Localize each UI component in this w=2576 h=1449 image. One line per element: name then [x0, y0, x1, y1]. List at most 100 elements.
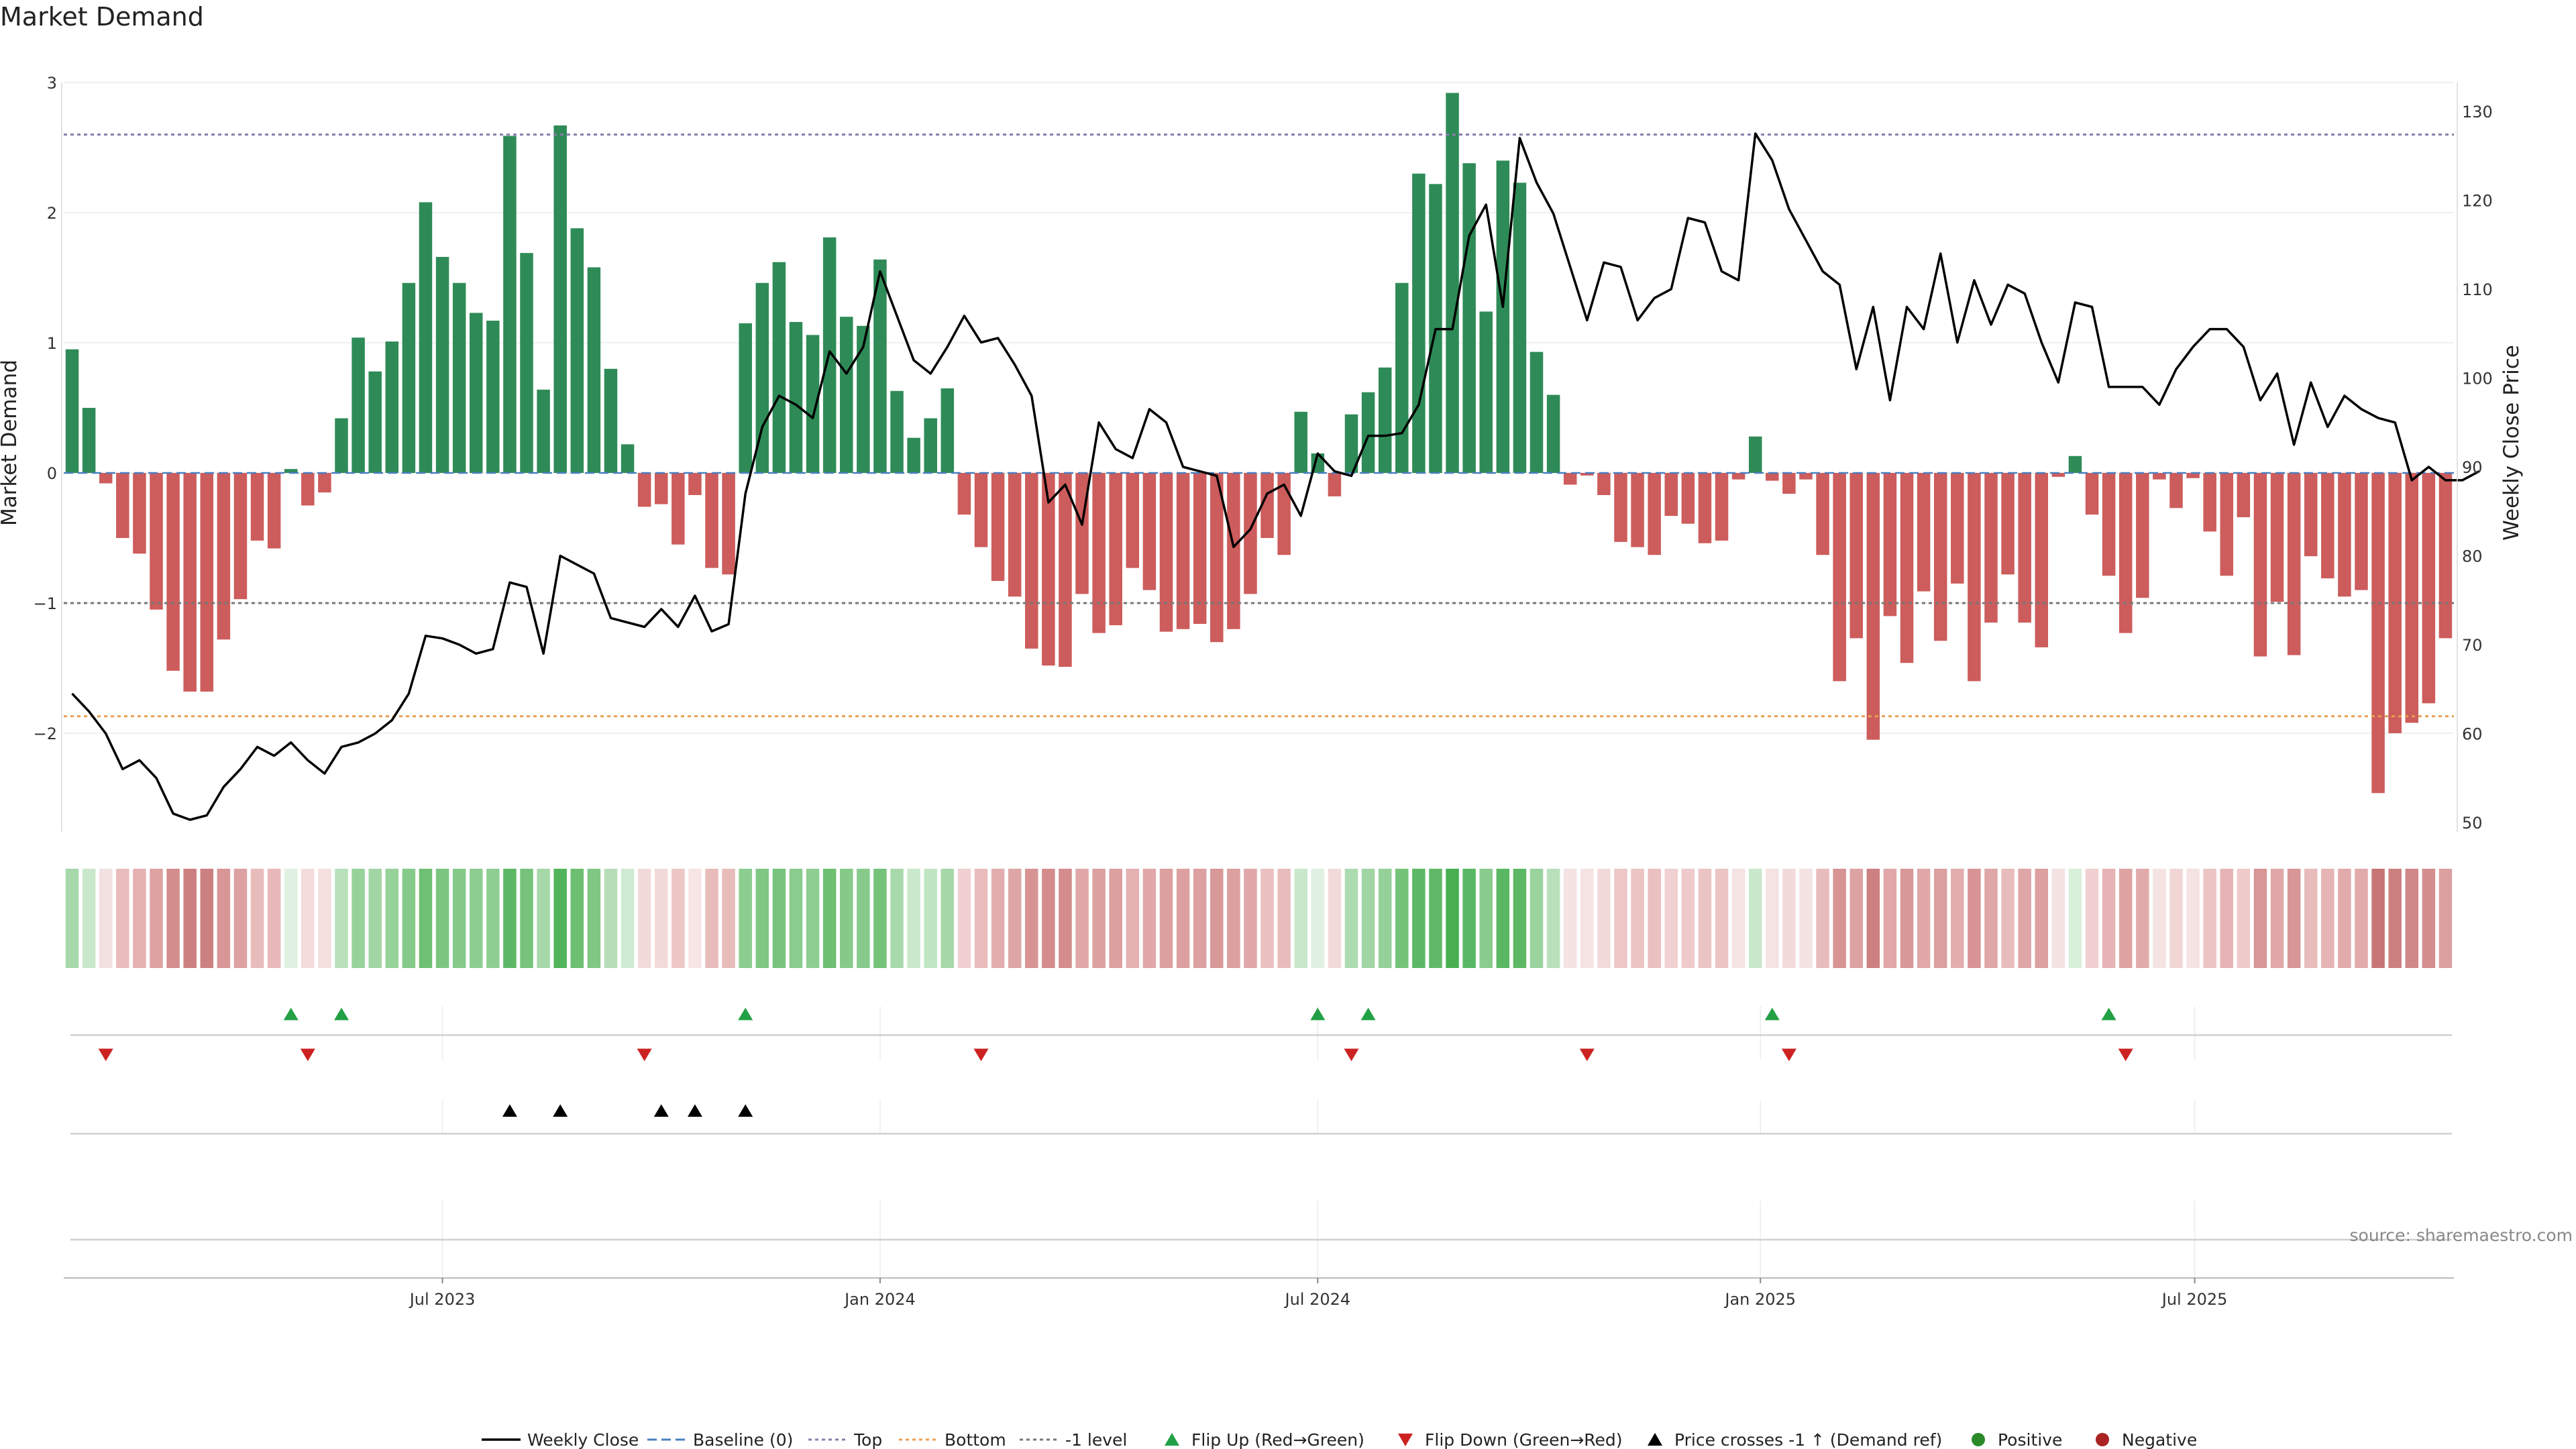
- demand-bar: [1378, 367, 1392, 473]
- demand-bar: [1849, 473, 1863, 639]
- strip-cell: [655, 869, 668, 968]
- strip-cell: [857, 869, 870, 968]
- demand-bar: [2405, 473, 2419, 723]
- demand-bar: [739, 323, 752, 473]
- demand-bar: [2355, 473, 2368, 590]
- demand-bar: [1361, 392, 1375, 473]
- demand-bar: [469, 313, 483, 473]
- strip-cell: [1849, 869, 1863, 968]
- demand-bar: [1816, 473, 1829, 555]
- strip-cell: [1176, 869, 1190, 968]
- strip-cell: [2438, 869, 2453, 968]
- strip-cell: [1328, 869, 1342, 968]
- demand-bar: [2068, 455, 2082, 473]
- demand-bar: [1933, 473, 1947, 641]
- strip-cell: [1227, 869, 1240, 968]
- demand-bar: [200, 473, 214, 692]
- strip-cell: [1529, 869, 1544, 968]
- demand-bar: [352, 337, 365, 473]
- strip-cell: [166, 869, 180, 968]
- demand-bar: [1462, 163, 1476, 473]
- demand-bar: [1968, 473, 1981, 682]
- strip-cell: [1513, 869, 1527, 968]
- flip-up-marker: [334, 1008, 350, 1020]
- strip-cell: [570, 869, 584, 968]
- strip-cell: [402, 869, 416, 968]
- flip-up-marker: [283, 1008, 299, 1020]
- demand-bar: [520, 253, 533, 473]
- flip-down-marker: [300, 1049, 315, 1061]
- legend-item-neg_dot: Negative: [2096, 1430, 2197, 1449]
- strip-cell: [1563, 869, 1577, 968]
- demand-bar: [1546, 394, 1560, 473]
- strip-cell: [2153, 869, 2166, 968]
- price-cross-marker: [738, 1104, 753, 1117]
- chart-title: Market Demand: [0, 2, 204, 32]
- legend-item-cross: Price crosses -1 ↑ (Demand ref): [1648, 1430, 1942, 1449]
- strip-cell: [1344, 869, 1358, 968]
- demand-bar: [2422, 473, 2436, 704]
- strip-cell: [1008, 869, 1022, 968]
- y-tick-label: 0: [47, 464, 57, 483]
- strip-cell: [621, 869, 635, 968]
- demand-bar: [133, 473, 146, 554]
- demand-bar: [1395, 282, 1409, 473]
- demand-bar: [1109, 473, 1122, 625]
- strip-cell: [1597, 869, 1611, 968]
- flip-up-marker: [1764, 1008, 1780, 1020]
- strip-cell: [822, 869, 837, 968]
- demand-bar: [957, 473, 971, 515]
- strip-cell: [1900, 869, 1914, 968]
- strip-cell: [924, 869, 937, 968]
- strip-cell: [1109, 869, 1122, 968]
- strip-cell: [772, 869, 786, 968]
- legend-down-triangle-swatch: [1398, 1434, 1413, 1446]
- demand-bar: [385, 341, 399, 473]
- strip-cell: [2237, 869, 2251, 968]
- demand-bar: [857, 325, 870, 473]
- flip-up-marker: [738, 1008, 753, 1020]
- strip-cell: [789, 869, 803, 968]
- demand-bar: [1092, 473, 1106, 633]
- legend-label: Positive: [1998, 1430, 2062, 1449]
- demand-bar: [402, 282, 416, 473]
- strip-cell: [1429, 869, 1442, 968]
- strip-cell: [537, 869, 550, 968]
- y2-axis-title: Weekly Close Price: [2500, 345, 2524, 541]
- weekly-close-line: [71, 132, 2480, 821]
- strip-cell: [688, 869, 702, 968]
- strip-cell: [2102, 869, 2116, 968]
- demand-bar: [65, 349, 79, 473]
- legend-up-triangle-swatch: [1165, 1433, 1179, 1446]
- demand-bar: [772, 262, 786, 473]
- demand-bar: [941, 388, 955, 473]
- y2-tick-label: 130: [2462, 103, 2493, 121]
- strip-cell: [133, 869, 146, 968]
- strip-cell: [1698, 869, 1712, 968]
- demand-bar: [2085, 473, 2099, 515]
- demand-bar: [1496, 160, 1510, 473]
- demand-bar: [789, 321, 803, 473]
- demand-bar: [2051, 473, 2065, 477]
- price-cross-panel: [502, 1104, 753, 1117]
- strip-cell: [637, 869, 651, 968]
- strip-cell: [1631, 869, 1644, 968]
- demand-bar: [419, 202, 433, 473]
- flip-up-marker: [1310, 1008, 1326, 1020]
- strip-cell: [2136, 869, 2149, 968]
- strip-cell: [1446, 869, 1459, 968]
- strip-cell: [1193, 869, 1207, 968]
- strip-cell: [352, 869, 365, 968]
- demand-bar: [2371, 473, 2385, 794]
- demand-heat-strip: [65, 869, 2453, 968]
- demand-bar: [2304, 473, 2318, 557]
- strip-cell: [2338, 869, 2351, 968]
- strip-cell: [250, 869, 264, 968]
- strip-cell: [1748, 869, 1762, 968]
- flip-down-marker: [1579, 1049, 1595, 1061]
- demand-bar: [1614, 473, 1627, 542]
- demand-bar: [267, 473, 281, 549]
- strip-cell: [1496, 869, 1510, 968]
- y2-tick-label: 50: [2462, 814, 2483, 833]
- strip-cell: [974, 869, 988, 968]
